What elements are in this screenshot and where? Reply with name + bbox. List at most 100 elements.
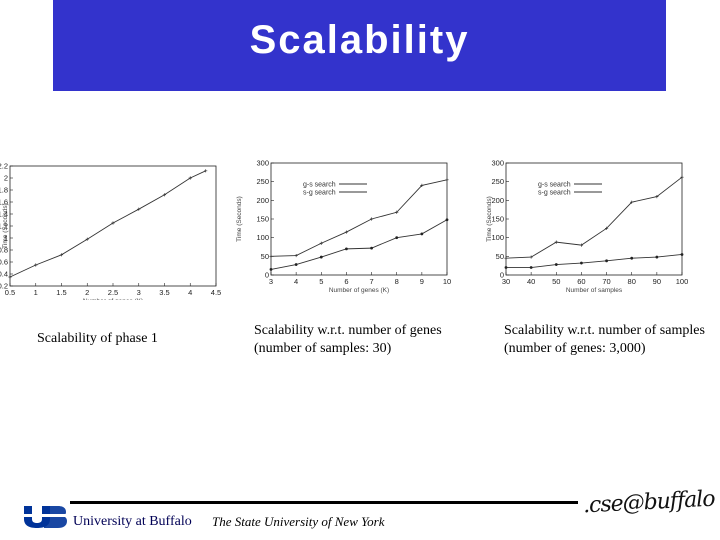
data-point bbox=[59, 253, 64, 257]
caption-samples: Scalability w.r.t. number of samples (nu… bbox=[504, 323, 705, 356]
plot-frame bbox=[9, 165, 217, 287]
x-tick-label: 5 bbox=[319, 277, 323, 286]
data-point bbox=[319, 241, 323, 245]
x-tick-label: 30 bbox=[502, 277, 510, 286]
x-axis-label: Number of samples bbox=[566, 287, 623, 294]
y-tick-label: 0.6 bbox=[0, 258, 8, 267]
data-point bbox=[188, 176, 192, 180]
y-axis-label: Time (Seconds) bbox=[236, 196, 243, 242]
chart-panel-2: 0 50 100 150 200 250 300 3 4 5 6 7 8 9 10 Number of gen… bbox=[233, 155, 458, 301]
y-tick-label: 0 bbox=[265, 271, 269, 280]
x-tick-label: 10 bbox=[443, 277, 451, 286]
y-tick-label: 200 bbox=[256, 196, 269, 205]
y-tick-label: 1.4 bbox=[0, 210, 8, 219]
y-tick-label: 150 bbox=[491, 215, 504, 224]
x-tick-label: 4 bbox=[188, 288, 192, 297]
data-point bbox=[8, 275, 12, 279]
x-tick-label: 0.5 bbox=[5, 288, 15, 297]
data-point bbox=[504, 266, 508, 269]
data-point bbox=[85, 237, 89, 241]
series-line bbox=[270, 179, 448, 257]
data-point bbox=[655, 195, 659, 199]
data-point bbox=[345, 247, 348, 251]
page-title: Scalability bbox=[249, 18, 470, 62]
data-point bbox=[395, 236, 399, 240]
data-point bbox=[420, 183, 424, 187]
data-point bbox=[605, 259, 608, 263]
plot-frame bbox=[270, 162, 448, 276]
chart-phase1: 0.2 0.4 0.6 0.8 1 1.2 1.4 1.6 1.8 2 2.2 0.5 1 1.5 2 2.5… bbox=[0, 162, 221, 301]
y-tick-label: 1.8 bbox=[0, 186, 8, 195]
chart-panel-3: 0 50 100 150 200 250 300 30 40 50 60 70 80 90 100 Numbe… bbox=[484, 155, 690, 301]
y-axis-label: Time (Seconds) bbox=[2, 203, 9, 249]
cse-buffalo-logo: .cse@buffalo bbox=[582, 486, 716, 519]
x-tick-label: 4 bbox=[294, 277, 298, 286]
data-point bbox=[319, 255, 323, 259]
x-tick-label: 2 bbox=[85, 288, 89, 297]
data-point bbox=[370, 246, 373, 250]
y-tick-label: 2.2 bbox=[0, 162, 8, 171]
x-tick-label: 2.5 bbox=[108, 288, 118, 297]
data-point bbox=[162, 193, 167, 197]
x-axis-label: Number of genes (K) bbox=[329, 287, 389, 294]
x-tick-label: 9 bbox=[420, 277, 424, 286]
data-point bbox=[111, 221, 115, 225]
x-tick-label: 80 bbox=[628, 277, 636, 286]
data-point bbox=[554, 240, 558, 244]
y-axis-label: Time (Seconds) bbox=[486, 196, 493, 242]
data-point bbox=[504, 256, 508, 260]
y-tick-label: 0 bbox=[500, 271, 504, 280]
data-point bbox=[269, 268, 273, 271]
footer-university: University at Buffalo bbox=[73, 514, 192, 529]
data-point bbox=[344, 230, 349, 234]
series-line bbox=[270, 219, 448, 270]
chart-genes: 0 50 100 150 200 250 300 3 4 5 6 7 8 9 10 Number of gen… bbox=[236, 159, 451, 295]
y-tick-label: 100 bbox=[491, 233, 504, 242]
title-bar: Scalability bbox=[53, 0, 666, 91]
data-point bbox=[680, 175, 684, 179]
data-point bbox=[294, 263, 298, 266]
y-tick-label: 0.4 bbox=[0, 270, 8, 279]
data-point bbox=[579, 243, 584, 247]
x-tick-label: 40 bbox=[527, 277, 535, 286]
y-tick-label: 300 bbox=[256, 159, 269, 168]
data-point bbox=[204, 169, 208, 173]
data-point bbox=[630, 200, 634, 204]
x-tick-label: 1 bbox=[34, 288, 38, 297]
x-tick-label: 7 bbox=[369, 277, 373, 286]
legend-label: s-g search bbox=[303, 190, 336, 197]
data-point bbox=[137, 207, 141, 211]
series-line bbox=[506, 254, 683, 268]
x-axis-label: Number of genes (K) bbox=[83, 298, 143, 300]
y-tick-label: 1.6 bbox=[0, 198, 8, 207]
data-point bbox=[294, 253, 298, 258]
x-tick-label: 50 bbox=[552, 277, 560, 286]
y-tick-label: 100 bbox=[256, 233, 269, 242]
data-point bbox=[420, 232, 424, 236]
chart-panel-1: 0.2 0.4 0.6 0.8 1 1.2 1.4 1.6 1.8 2 2.2 0.5 1 1.5 2 2.5… bbox=[0, 158, 222, 300]
y-tick-label: 250 bbox=[256, 177, 269, 186]
caption-genes: Scalability w.r.t. number of genes (numb… bbox=[254, 323, 442, 356]
data-point bbox=[680, 253, 684, 256]
data-point bbox=[395, 210, 399, 214]
x-tick-label: 3 bbox=[137, 288, 141, 297]
x-tick-label: 100 bbox=[676, 277, 689, 286]
y-tick-label: 150 bbox=[256, 215, 269, 224]
x-tick-label: 1.5 bbox=[56, 288, 66, 297]
y-tick-label: 1 bbox=[4, 234, 8, 243]
footer-rule bbox=[70, 501, 578, 504]
y-tick-label: 0.8 bbox=[0, 246, 8, 255]
y-tick-label: 200 bbox=[491, 196, 504, 205]
series-line bbox=[505, 176, 683, 259]
y-tick-label: 250 bbox=[491, 177, 504, 186]
x-tick-label: 3 bbox=[269, 277, 273, 286]
x-tick-label: 8 bbox=[395, 277, 399, 286]
data-point bbox=[529, 255, 533, 259]
y-tick-label: 0.2 bbox=[0, 282, 8, 291]
footer-state: The State University of New York bbox=[212, 514, 385, 529]
x-tick-label: 4.5 bbox=[211, 288, 221, 297]
y-tick-label: 50 bbox=[496, 252, 504, 261]
data-point bbox=[269, 254, 273, 258]
x-tick-label: 60 bbox=[577, 277, 585, 286]
data-point bbox=[445, 218, 449, 222]
